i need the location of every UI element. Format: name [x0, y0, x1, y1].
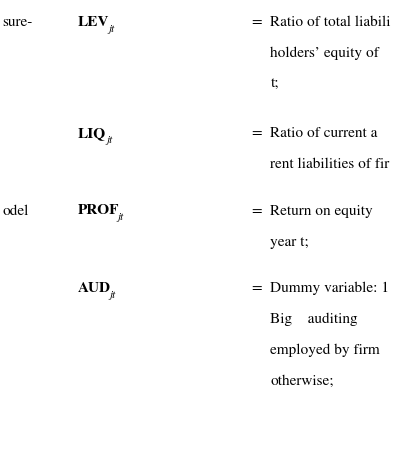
Text: Return on equity: Return on equity	[270, 204, 373, 217]
Text: jt: jt	[107, 135, 113, 145]
Text: =: =	[251, 282, 262, 295]
Text: LIQ: LIQ	[78, 127, 106, 140]
Text: Ratio of total liabili: Ratio of total liabili	[270, 16, 391, 29]
Text: =: =	[251, 127, 262, 140]
Text: otherwise;: otherwise;	[270, 375, 334, 388]
Text: rent liabilities of fir: rent liabilities of fir	[270, 158, 390, 171]
Text: odel: odel	[2, 204, 28, 217]
Text: sure-: sure-	[2, 16, 32, 29]
Text: =: =	[251, 16, 262, 29]
Text: t;: t;	[270, 78, 279, 91]
Text: AUD: AUD	[78, 282, 111, 295]
Text: jt: jt	[110, 290, 116, 300]
Text: Ratio of current a: Ratio of current a	[270, 127, 378, 140]
Text: =: =	[251, 204, 262, 217]
Text: LEV: LEV	[78, 16, 109, 29]
Text: holders’ equity of ​: holders’ equity of ​	[270, 47, 387, 60]
Text: Dummy variable: 1: Dummy variable: 1	[270, 282, 389, 296]
Text: employed by firm: employed by firm	[270, 344, 380, 357]
Text: jt: jt	[117, 212, 124, 222]
Text: Big    auditing: Big auditing	[270, 313, 358, 326]
Text: year t;: year t;	[270, 235, 309, 248]
Text: PROF: PROF	[78, 204, 119, 217]
Text: jt: jt	[108, 24, 114, 34]
